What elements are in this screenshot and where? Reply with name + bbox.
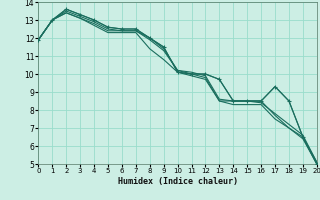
X-axis label: Humidex (Indice chaleur): Humidex (Indice chaleur) <box>118 177 238 186</box>
